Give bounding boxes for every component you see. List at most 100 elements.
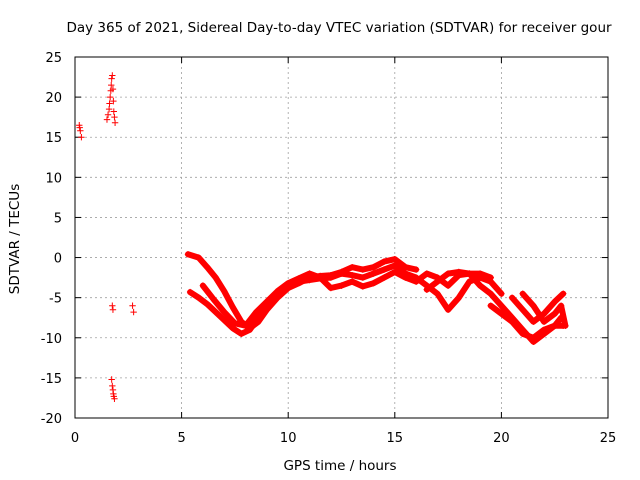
x-tick-label: 20 — [493, 431, 510, 446]
data-point — [203, 300, 211, 308]
data-point — [109, 382, 116, 390]
track-line — [187, 262, 505, 337]
data-point — [540, 318, 548, 325]
data-point — [560, 290, 567, 297]
data-point — [184, 251, 192, 258]
data-point — [530, 302, 537, 309]
data-point — [380, 274, 388, 281]
series-scattered_points — [76, 72, 137, 402]
data-point — [412, 266, 420, 273]
data-point — [466, 270, 473, 277]
data-point — [77, 127, 84, 135]
data-point — [105, 105, 113, 113]
data-point — [380, 266, 388, 273]
data-point — [210, 296, 217, 303]
data-point — [551, 298, 558, 305]
y-tick-label: 20 — [45, 91, 62, 106]
data-point — [106, 93, 114, 101]
data-point — [476, 282, 484, 289]
data-point — [109, 306, 117, 313]
data-point — [221, 288, 228, 295]
data-point — [434, 290, 441, 297]
data-point — [110, 108, 118, 115]
data-point — [229, 324, 236, 332]
data-point — [562, 322, 569, 329]
data-point — [508, 294, 516, 301]
data-point — [434, 278, 441, 285]
y-tick-label: 15 — [45, 131, 62, 146]
data-point — [263, 298, 271, 305]
data-point — [199, 282, 207, 289]
axis-ticks: 0 5 10 15 20 25 -20 -15 -10 -5 0 5 10 15 20 25 — [41, 51, 617, 446]
data-points — [76, 72, 569, 402]
data-point — [423, 270, 430, 277]
data-point — [557, 302, 565, 309]
data-point — [402, 263, 409, 271]
data-point — [444, 282, 452, 289]
data-point — [466, 278, 473, 285]
data-point — [348, 263, 356, 271]
data-point — [487, 302, 494, 309]
y-tick-label: 0 — [54, 252, 62, 267]
data-point — [203, 263, 211, 271]
series-track_5 — [487, 302, 567, 341]
data-point — [111, 119, 119, 126]
data-point — [530, 318, 537, 325]
data-point — [455, 268, 462, 276]
data-point — [186, 288, 194, 296]
data-point — [487, 274, 494, 281]
data-point — [108, 75, 115, 82]
data-point — [444, 270, 452, 277]
data-point — [229, 304, 236, 311]
data-point — [195, 294, 202, 301]
data-point — [551, 310, 558, 317]
data-point — [109, 302, 116, 309]
data-point — [444, 306, 452, 313]
y-tick-label: -20 — [41, 412, 62, 427]
data-point — [231, 320, 239, 327]
data-point — [551, 322, 558, 329]
data-point — [104, 111, 112, 118]
data-point — [508, 318, 516, 325]
data-point — [109, 85, 117, 93]
y-tick-label: 25 — [45, 51, 62, 66]
data-point — [348, 278, 356, 285]
data-point — [498, 302, 505, 309]
data-point — [130, 308, 137, 316]
data-point — [327, 284, 335, 292]
data-point — [78, 134, 85, 141]
data-point — [402, 274, 409, 281]
data-point — [110, 97, 117, 105]
data-point — [306, 270, 313, 277]
data-point — [246, 326, 254, 333]
data-point — [423, 286, 430, 293]
y-tick-label: -15 — [41, 372, 62, 387]
data-point — [221, 316, 228, 324]
data-point — [238, 330, 245, 337]
data-point — [212, 274, 219, 281]
data-point — [519, 330, 526, 337]
chart-title: Day 365 of 2021, Sidereal Day-to-day VTE… — [66, 20, 612, 36]
data-point — [412, 278, 420, 285]
data-point — [108, 81, 115, 89]
data-point — [370, 263, 377, 271]
data-point — [348, 272, 356, 279]
data-point — [391, 255, 398, 263]
data-point — [380, 258, 388, 265]
data-point — [338, 282, 345, 289]
y-tick-label: 5 — [54, 211, 62, 226]
data-point — [306, 276, 313, 284]
data-point — [103, 116, 111, 123]
x-tick-label: 25 — [600, 431, 617, 446]
series-track_3 — [199, 268, 494, 329]
data-point — [498, 310, 505, 317]
data-point — [111, 113, 118, 121]
y-tick-label: 10 — [45, 171, 62, 186]
grid-lines — [75, 57, 608, 418]
data-point — [221, 308, 228, 316]
track-line — [199, 269, 494, 329]
data-point — [327, 274, 335, 281]
data-point — [106, 100, 113, 107]
data-point — [109, 72, 116, 79]
